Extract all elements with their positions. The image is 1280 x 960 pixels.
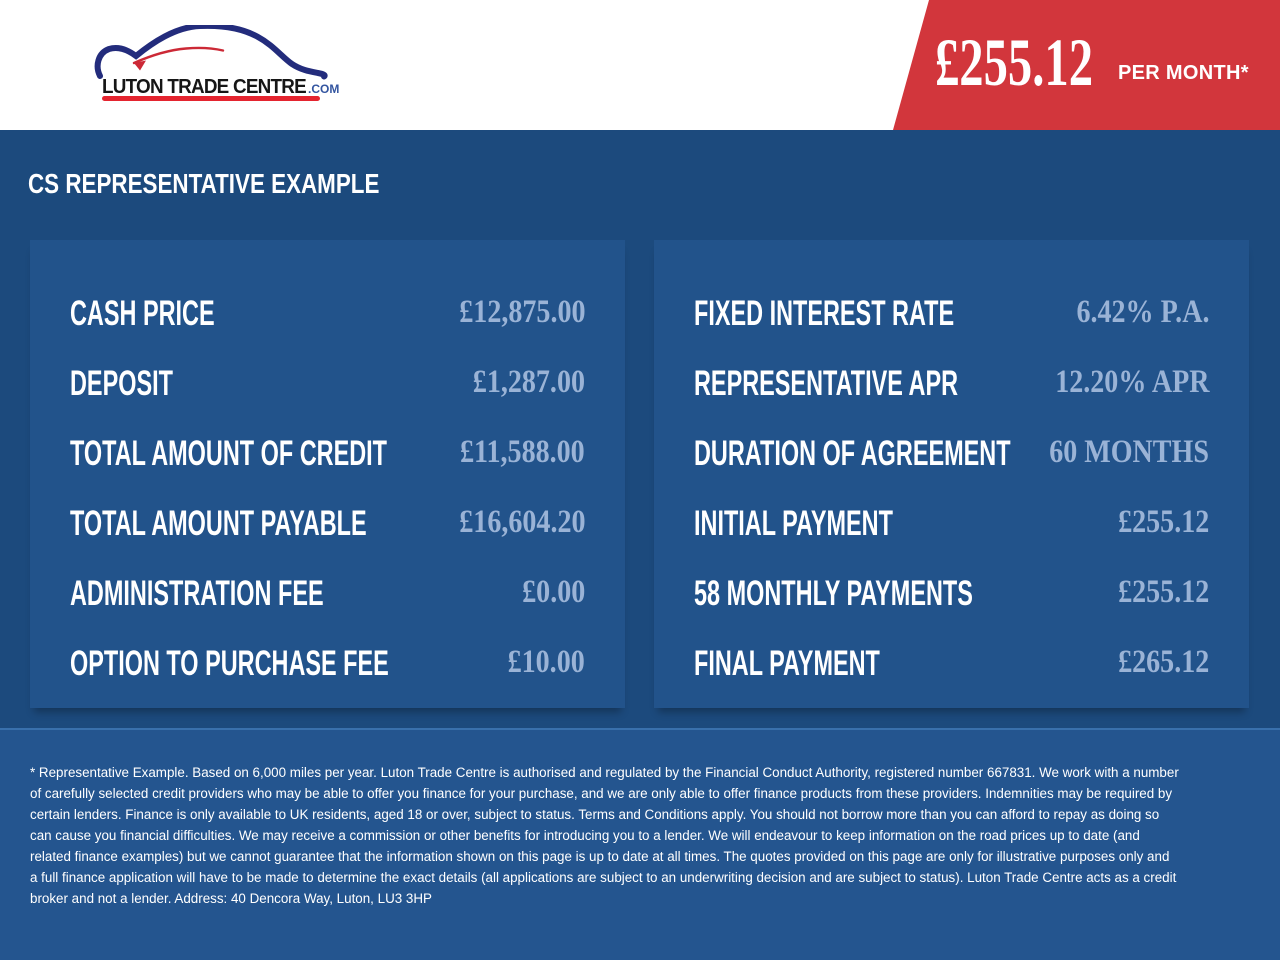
svg-text:.COM: .COM [308, 82, 339, 96]
svg-text:LUTON TRADE CENTRE: LUTON TRADE CENTRE [102, 76, 306, 98]
